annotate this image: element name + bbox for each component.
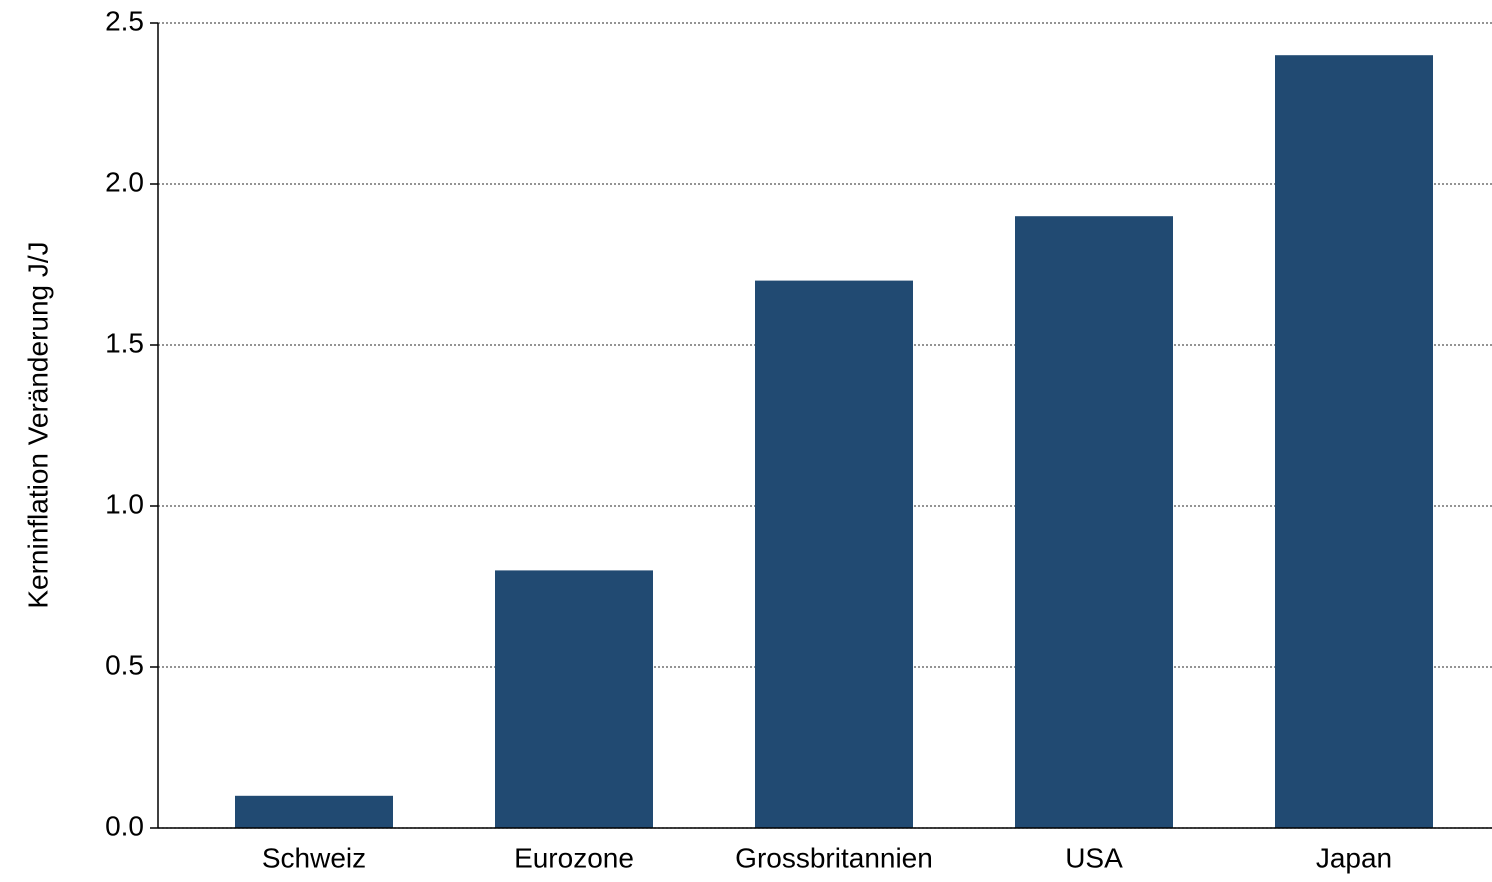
x-tick-label: Eurozone — [514, 842, 634, 873]
bar — [495, 570, 653, 828]
y-tick-label: 1.0 — [105, 488, 144, 519]
x-tick-label: Japan — [1316, 842, 1392, 873]
x-tick-label: USA — [1065, 842, 1123, 873]
x-tick-label: Grossbritannien — [735, 842, 933, 873]
x-tick-label: Schweiz — [262, 842, 366, 873]
bar — [235, 795, 393, 828]
y-tick-label: 0.0 — [105, 810, 144, 841]
y-tick-label: 2.0 — [105, 166, 144, 197]
y-tick-label: 1.5 — [105, 327, 144, 358]
bar — [1015, 216, 1173, 828]
y-tick-label: 0.5 — [105, 649, 144, 680]
bar — [755, 280, 913, 829]
y-tick-label: 2.5 — [105, 5, 144, 36]
bar — [1275, 55, 1433, 828]
y-axis-label: Kerninflation Veränderung J/J — [22, 241, 53, 608]
